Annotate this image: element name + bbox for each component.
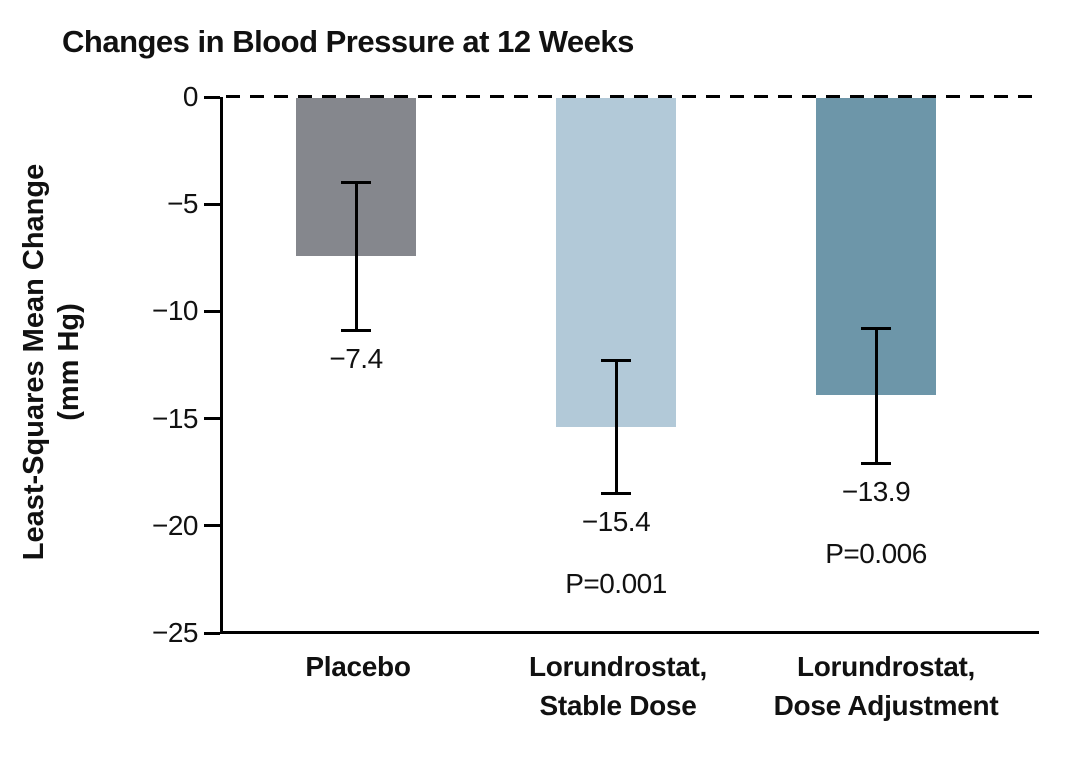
y-axis-tick-label: −15	[152, 402, 199, 434]
y-axis-tick-0	[204, 95, 220, 99]
x-axis-category-label: Placebo	[193, 647, 523, 686]
x-axis-category-label: Lorundrostat, Dose Adjustment	[721, 647, 1051, 725]
y-axis-title-line2: (mm Hg)	[53, 303, 85, 421]
p-value-label: P=0.006	[825, 537, 927, 569]
y-axis-title: Least-Squares Mean Change (mm Hg)	[17, 164, 87, 560]
error-bar-cap-bottom	[341, 329, 371, 333]
y-axis-tick-−20	[204, 524, 220, 528]
x-axis-category-label-line: Lorundrostat,	[528, 651, 708, 682]
y-axis-tick-label: −10	[152, 295, 199, 327]
zero-reference-dashed-line	[226, 95, 1038, 98]
p-value-label: P=0.001	[565, 567, 667, 599]
error-bar-stem	[874, 328, 878, 464]
error-bar-cap-top	[861, 327, 891, 331]
error-bar-cap-bottom	[601, 492, 631, 496]
y-axis-tick-label: −20	[152, 509, 199, 541]
error-bar-stem	[614, 360, 618, 494]
y-axis-tick-−15	[204, 417, 220, 421]
bar-value-label: −13.9	[841, 475, 911, 507]
error-bar-cap-top	[601, 359, 631, 363]
bar-value-label: −7.4	[329, 342, 383, 374]
y-axis-tick-label: 0	[182, 81, 199, 112]
error-bar-cap-bottom	[861, 462, 891, 466]
y-axis-tick-label: −25	[152, 617, 199, 648]
x-axis-baseline	[220, 631, 1039, 634]
x-axis-category-label-line: Placebo	[305, 651, 411, 682]
x-axis-category-label-line: Stable Dose	[539, 690, 697, 721]
y-axis-tick-−5	[204, 202, 220, 206]
x-axis-category-label: Lorundrostat, Stable Dose	[453, 647, 783, 725]
y-axis-tick-label: −5	[167, 188, 198, 220]
y-axis-tick-−10	[204, 309, 220, 313]
error-bar-cap-top	[341, 181, 371, 185]
error-bar-stem	[354, 182, 358, 331]
chart-title: Changes in Blood Pressure at 12 Weeks	[62, 24, 634, 59]
y-axis-title-line1: Least-Squares Mean Change	[18, 163, 50, 561]
y-axis-tick-−25	[204, 631, 220, 635]
x-axis-category-label-line: Dose Adjustment	[773, 690, 999, 721]
x-axis-category-label-line: Lorundrostat,	[796, 651, 976, 682]
bar-value-label: −15.4	[581, 505, 651, 537]
y-axis-line	[220, 97, 223, 634]
